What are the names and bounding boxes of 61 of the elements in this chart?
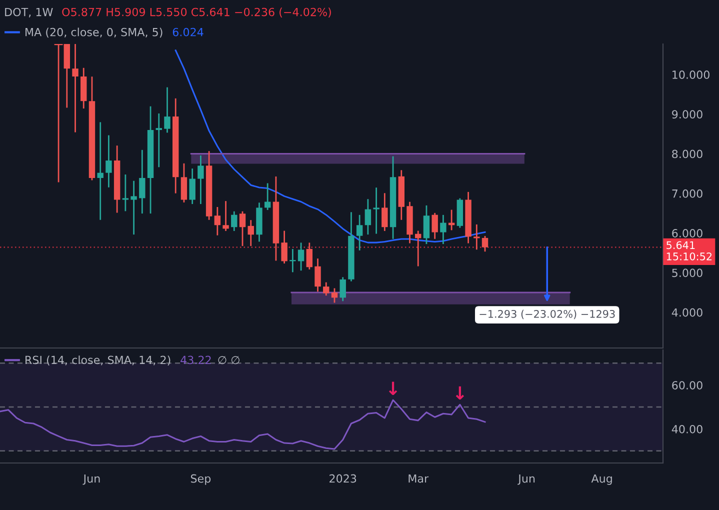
candlestick — [331, 288, 338, 303]
y-tick-label: 4.000 — [672, 308, 702, 317]
candlestick — [423, 205, 430, 244]
candlestick — [106, 135, 112, 188]
candlestick — [72, 44, 78, 132]
candlestick — [306, 242, 313, 270]
candlestick — [248, 220, 254, 246]
chart-subtitle: O5.877 H5.909 L5.550 C5.641 −0.236 (−4.02%) — [62, 8, 331, 18]
x-tick-label: Mar — [408, 474, 429, 483]
y-tick-label: 8.000 — [672, 150, 702, 158]
candlestick — [180, 163, 188, 202]
x-tick-label: Sep — [190, 474, 211, 485]
y-tick-label: 40.00 — [672, 424, 702, 434]
candlestick — [440, 214, 446, 244]
candlestick — [482, 236, 488, 252]
legend-label: MA (20, close, 0, SMA, 5) — [26, 28, 162, 38]
candlestick — [139, 150, 146, 214]
annotation: ∅ ∅ — [218, 356, 240, 364]
candlestick — [198, 155, 204, 204]
candlestick — [214, 206, 221, 236]
y-tick-label: 60.00 — [672, 381, 702, 390]
x-tick-label: 2023 — [330, 474, 356, 483]
y-tick-label: 7.000 — [672, 189, 702, 198]
candlestick — [356, 214, 363, 250]
annotation: ↓ — [456, 386, 464, 400]
candlestick — [189, 168, 196, 204]
legend-label: RSI (14, close, SMA, 14, 2) — [26, 356, 170, 366]
text: 6.024 — [172, 28, 204, 36]
x-tick-label: Aug — [591, 474, 612, 485]
candlestick — [222, 201, 229, 231]
candlestick — [130, 180, 137, 235]
candlestick — [156, 113, 162, 168]
candlestick — [264, 183, 271, 210]
candlestick — [164, 87, 170, 133]
y-tick-label: 9.000 — [672, 110, 702, 119]
candlestick — [432, 212, 438, 239]
annotation: 43.22 — [180, 356, 211, 364]
x-tick-label: Jun — [82, 474, 100, 485]
y-tick-label: 5.000 — [672, 268, 702, 278]
candlestick — [97, 122, 104, 220]
y-tick-label: 6.000 — [672, 229, 702, 238]
candlestick — [373, 188, 380, 234]
candlestick — [281, 230, 288, 264]
candlestick — [231, 211, 238, 231]
candlestick — [474, 224, 480, 250]
x-tick-label: Jun — [518, 474, 535, 485]
candlestick — [382, 193, 388, 231]
ref-line-label: 5.641 15:10:52 — [666, 241, 712, 260]
chart-title: DOT, 1W — [5, 8, 53, 18]
candlestick — [323, 282, 330, 296]
line-series — [174, 50, 486, 244]
line-series — [0, 399, 486, 450]
candlestick — [122, 174, 129, 212]
annotation: ↓ — [388, 382, 398, 395]
annotation: −1.293 (−23.02%) −1293 — [480, 310, 615, 320]
y-tick-label: 10.000 — [672, 70, 710, 79]
candlestick — [298, 242, 304, 271]
candlestick — [314, 258, 321, 292]
candlestick — [340, 277, 346, 302]
candlestick — [239, 211, 246, 246]
candlestick — [364, 199, 372, 235]
